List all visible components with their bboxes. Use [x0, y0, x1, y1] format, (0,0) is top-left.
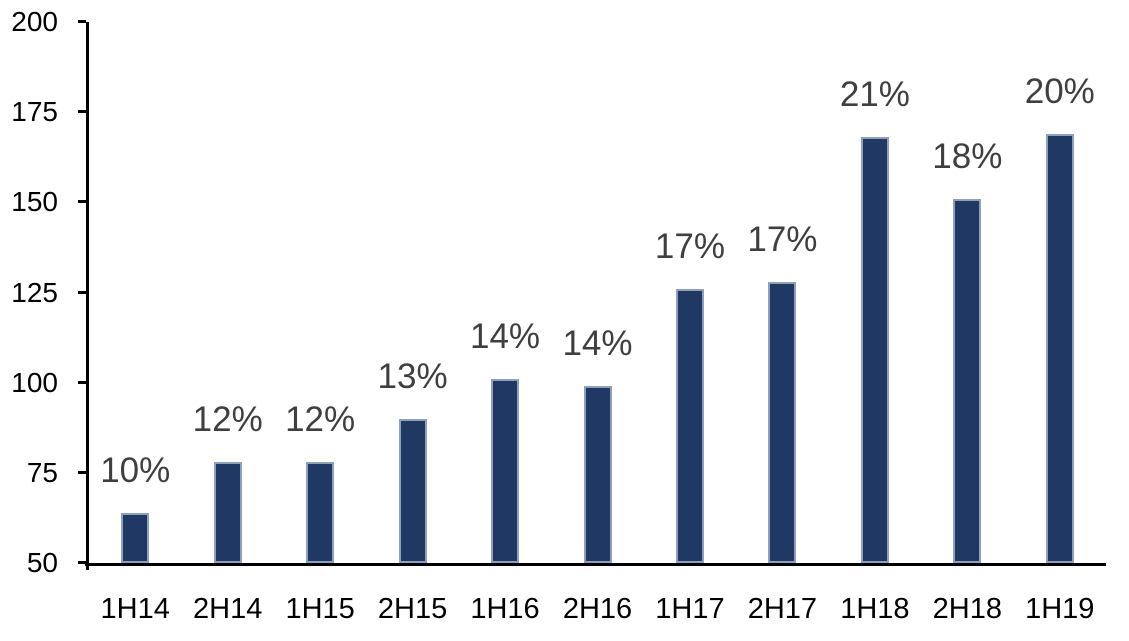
y-axis-tick-mark: [78, 470, 86, 474]
y-axis-tick-mark: [78, 380, 86, 384]
y-axis-tick-label: 200: [11, 6, 58, 37]
bar-2H18: [953, 198, 982, 563]
x-axis-label-2H17: 2H17: [747, 593, 818, 625]
bar-value-label-2H14: 12%: [192, 400, 263, 439]
bar-value-label-2H17: 17%: [747, 219, 818, 259]
bar-2H17: [768, 281, 797, 563]
bar-1H17: [675, 288, 704, 563]
x-axis-label-2H16: 2H16: [562, 593, 633, 625]
x-axis-line: [85, 563, 1106, 566]
bar-value-label-2H18: 18%: [932, 136, 1003, 176]
x-axis-label-1H16: 1H16: [470, 593, 540, 625]
y-axis-tick-label: 50: [26, 547, 58, 578]
bar-1H15: [306, 462, 335, 563]
y-axis-tick-mark: [78, 200, 86, 204]
y-axis-tick-mark: [78, 290, 86, 294]
x-axis-label-1H15: 1H15: [285, 593, 355, 625]
bar-2H16: [583, 386, 612, 563]
y-axis-tick-mark: [78, 20, 86, 23]
y-axis-tick-mark: [78, 110, 86, 114]
x-axis-label-2H18: 2H18: [932, 593, 1002, 625]
bar-1H19: [1045, 133, 1074, 563]
x-axis-label-2H14: 2H14: [193, 593, 263, 625]
x-axis-label-1H17: 1H17: [655, 593, 725, 625]
bar-value-label-2H15: 13%: [377, 356, 448, 396]
y-axis-tick-label: 100: [11, 366, 58, 398]
bar-value-label-1H16: 14%: [470, 317, 541, 357]
y-axis-tick-label: 75: [26, 456, 58, 488]
y-axis-tick-label: 150: [11, 186, 58, 218]
y-axis-tick-label: 175: [11, 96, 58, 128]
bar-value-label-1H15: 12%: [285, 400, 356, 439]
bar-value-label-2H16: 14%: [562, 324, 633, 364]
bar-value-label-1H17: 17%: [654, 226, 725, 266]
bar-2H14: [213, 462, 242, 563]
bar-value-label-1H18: 21%: [839, 75, 910, 115]
bar-value-label-1H19: 20%: [1024, 71, 1095, 111]
bar-value-label-1H14: 10%: [100, 450, 171, 490]
x-axis-label-1H19: 1H19: [1025, 593, 1095, 625]
x-axis-label-2H15: 2H15: [377, 593, 448, 625]
y-axis-line: [86, 22, 89, 570]
bar-1H14: [121, 512, 150, 563]
bar-1H16: [491, 379, 520, 563]
y-axis-tick-label: 125: [11, 276, 58, 308]
y-axis-tick-mark: [78, 561, 86, 564]
x-axis-label-1H18: 1H18: [840, 593, 910, 625]
bar-1H18: [860, 137, 889, 563]
x-axis-label-1H14: 1H14: [100, 593, 170, 625]
bar-2H15: [398, 418, 427, 563]
